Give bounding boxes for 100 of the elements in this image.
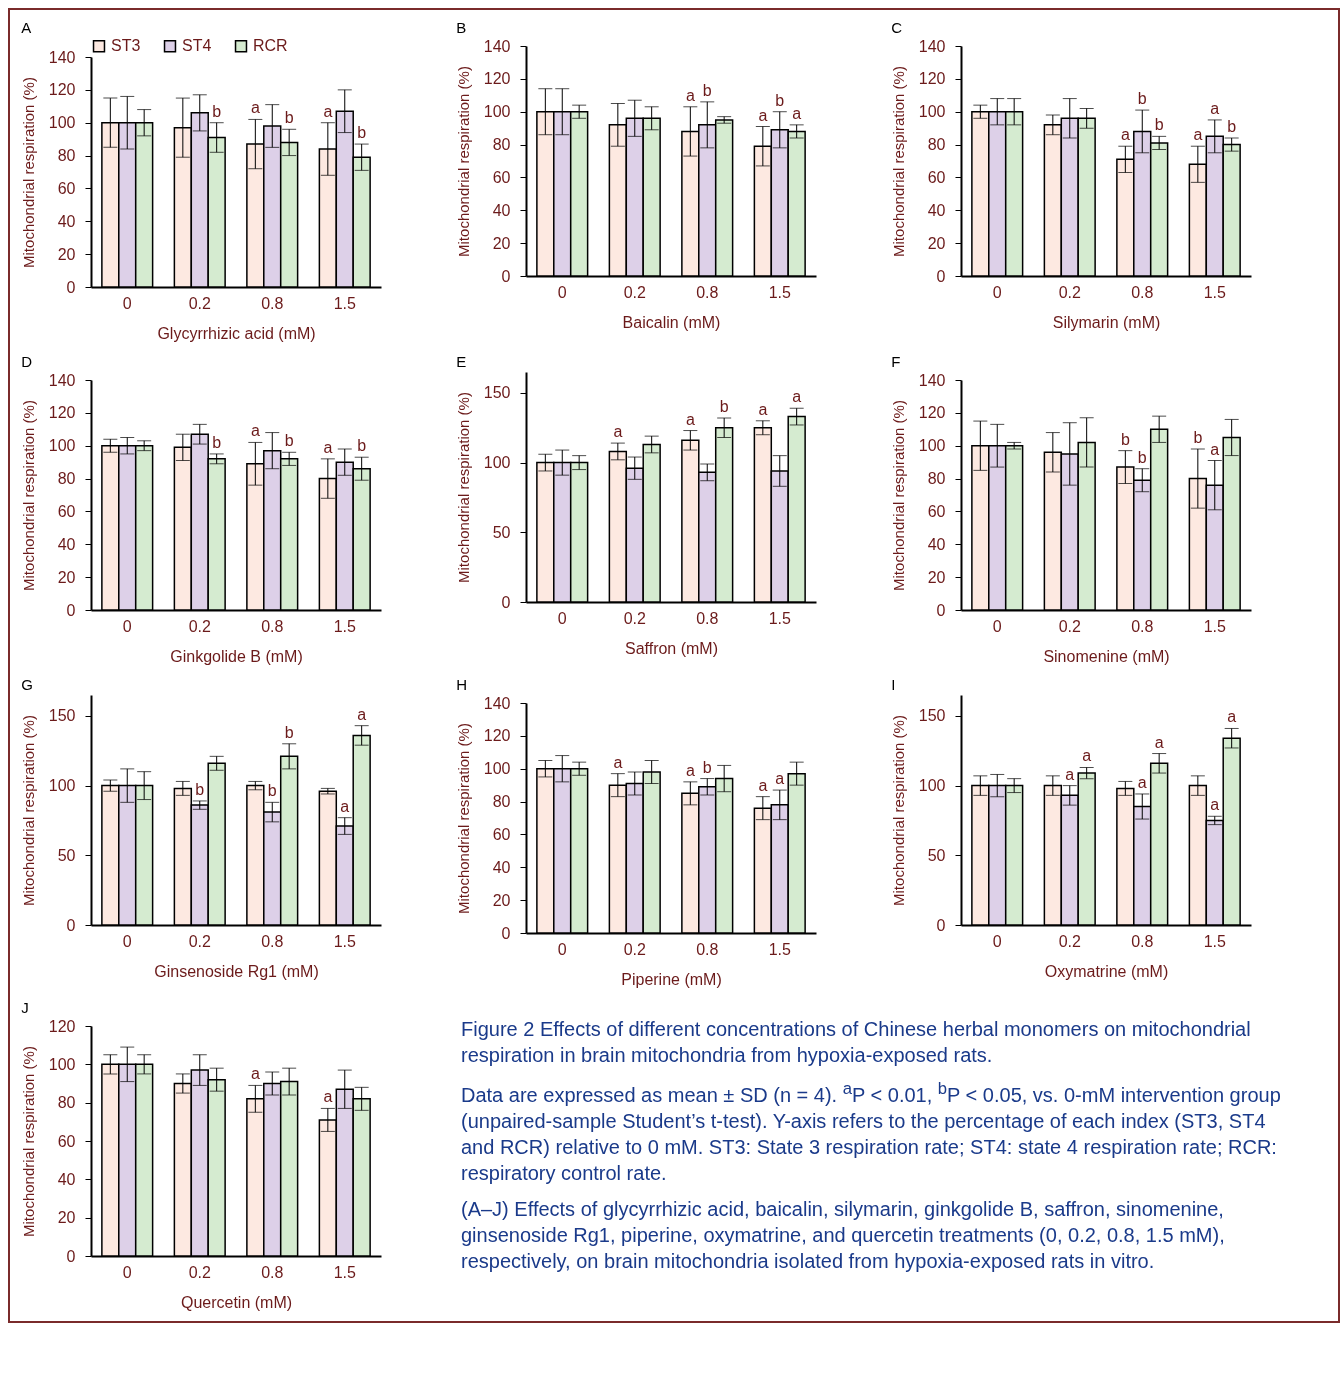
text: (A–J) Effects of glycyrrhizic acid, baicalin, silymarin, ginkgolide B, saffron, sinomenine, ginsenoside Rg1, piperine, oxymatrine, and quercetin treatments (0, 0.2, 0.8, 1.5 mM), respectively, on brain mitochondria isolated from hypoxia-exposed rats in vitro. bbox=[461, 1196, 1226, 1274]
data-label: a bbox=[613, 753, 623, 771]
chart-title: A bbox=[21, 19, 32, 36]
y-axis-title: Mitochondrial respiration (%) bbox=[19, 715, 37, 906]
data-label: a bbox=[613, 423, 623, 441]
y-tick-label: 80 bbox=[927, 136, 946, 154]
y-tick-label: 100 bbox=[48, 777, 76, 795]
y-tick-label: 100 bbox=[483, 454, 511, 472]
y-tick-label: 140 bbox=[483, 37, 511, 55]
data-label: a bbox=[758, 776, 768, 794]
x-axis-title: Glycyrrhizic acid (mM) bbox=[157, 324, 316, 342]
x-tick-label: 1.5 bbox=[1203, 932, 1226, 950]
x-tick-label: 0.8 bbox=[261, 617, 284, 635]
y-tick-label: 60 bbox=[927, 502, 946, 520]
y-tick-label: 20 bbox=[927, 234, 946, 252]
y-tick-label: 140 bbox=[918, 37, 946, 55]
data-label: b bbox=[284, 109, 294, 127]
y-tick-label: 120 bbox=[918, 404, 946, 422]
x-axis-title: Saffron (mM) bbox=[624, 639, 719, 657]
y-tick-label: 0 bbox=[936, 916, 946, 934]
y-tick-label: 60 bbox=[57, 179, 76, 197]
y-tick-label: 60 bbox=[57, 502, 76, 520]
data-label: a bbox=[775, 770, 785, 788]
x-tick-label: 0.8 bbox=[696, 283, 719, 301]
chart-title: E bbox=[456, 353, 467, 370]
x-axis-title: Silymarin (mM) bbox=[1052, 313, 1161, 331]
y-tick-label: 120 bbox=[483, 727, 511, 745]
y-tick-label: 20 bbox=[492, 234, 511, 252]
data-label: a bbox=[1137, 773, 1147, 791]
y-tick-label: 100 bbox=[483, 760, 511, 778]
y-tick-label: 80 bbox=[57, 147, 76, 165]
y-tick-label: 100 bbox=[48, 437, 76, 455]
y-tick-label: 150 bbox=[483, 384, 511, 402]
x-tick-label: 0 bbox=[992, 932, 1002, 950]
x-tick-label: 0.8 bbox=[696, 609, 719, 627]
legend-label: RCR bbox=[253, 37, 288, 55]
x-tick-label: 0.2 bbox=[188, 932, 211, 950]
y-tick-label: 20 bbox=[492, 891, 511, 909]
x-tick-label: 0.8 bbox=[1131, 283, 1154, 301]
x-tick-label: 0.8 bbox=[261, 932, 284, 950]
y-tick-label: 50 bbox=[927, 846, 946, 864]
y-tick-label: 100 bbox=[918, 437, 946, 455]
data-label: a bbox=[792, 104, 802, 122]
chart-title: G bbox=[21, 676, 33, 693]
x-tick-label: 0 bbox=[992, 283, 1002, 301]
y-tick-label: 40 bbox=[492, 201, 511, 219]
y-tick-label: 120 bbox=[48, 404, 76, 422]
y-tick-label: 40 bbox=[927, 535, 946, 553]
y-tick-label: 140 bbox=[918, 371, 946, 389]
data-label: a bbox=[685, 86, 695, 104]
data-label: b bbox=[212, 433, 222, 451]
y-tick-label: 80 bbox=[57, 1094, 76, 1112]
data-label: b bbox=[212, 102, 222, 120]
y-tick-label: 80 bbox=[492, 793, 511, 811]
y-axis-title: Mitochondrial respiration (%) bbox=[454, 723, 472, 914]
y-tick-label: 150 bbox=[918, 707, 946, 725]
y-axis-title: Mitochondrial respiration (%) bbox=[454, 392, 472, 583]
x-tick-label: 1.5 bbox=[333, 932, 356, 950]
x-tick-label: 1.5 bbox=[1203, 283, 1226, 301]
data-label: a bbox=[685, 761, 695, 779]
y-tick-label: 40 bbox=[927, 201, 946, 219]
data-label: b bbox=[357, 124, 367, 142]
x-tick-label: 0 bbox=[122, 932, 132, 950]
data-label: a bbox=[1210, 440, 1220, 458]
x-tick-label: 0.8 bbox=[261, 294, 284, 312]
y-tick-label: 100 bbox=[918, 103, 946, 121]
chart-title: B bbox=[456, 19, 467, 36]
y-tick-label: 40 bbox=[57, 1170, 76, 1188]
data-label: b bbox=[1137, 90, 1147, 108]
data-label: b bbox=[1193, 429, 1203, 446]
y-tick-label: 0 bbox=[501, 593, 511, 611]
y-tick-label: 40 bbox=[57, 535, 76, 553]
y-tick-label: 80 bbox=[57, 470, 76, 488]
y-tick-label: 80 bbox=[492, 136, 511, 154]
data-label: b bbox=[775, 91, 785, 109]
x-axis-title: Baicalin (mM) bbox=[622, 313, 721, 331]
data-label: b bbox=[719, 398, 729, 415]
y-axis-title: Mitochondrial respiration (%) bbox=[889, 400, 907, 591]
data-label: a bbox=[1210, 99, 1220, 117]
chart-title: F bbox=[891, 353, 901, 370]
x-tick-label: 1.5 bbox=[768, 283, 791, 301]
chart-title: J bbox=[21, 999, 29, 1016]
data-label: b bbox=[284, 723, 294, 741]
y-axis-title: Mitochondrial respiration (%) bbox=[19, 400, 37, 591]
data-label: b bbox=[284, 432, 294, 450]
data-label: a bbox=[758, 400, 768, 418]
y-tick-label: 140 bbox=[48, 371, 76, 389]
x-tick-label: 0.2 bbox=[1058, 283, 1081, 301]
text: Data are expressed as mean ± SD (n = 4). $^{a}$P < 0.01, $^{b}$P < 0.05, vs. 0-mM intervention group (unpaired-sample Student’s t-test). Y-axis refers to the percentage of each index (ST3, ST4 and RCR) relative to 0 mM. ST3: State 3 respiration rate; ST4: state 4 respiration rate; RCR: respiratory control rate. bbox=[461, 1078, 1282, 1186]
data-label: a bbox=[685, 410, 695, 428]
x-tick-label: 0.2 bbox=[188, 1263, 211, 1281]
y-tick-label: 40 bbox=[57, 212, 76, 230]
y-tick-label: 150 bbox=[48, 707, 76, 725]
x-tick-label: 0.8 bbox=[1131, 617, 1154, 635]
legend-label: ST4 bbox=[182, 37, 212, 55]
y-tick-label: 20 bbox=[57, 1209, 76, 1227]
y-tick-label: 100 bbox=[48, 114, 76, 132]
x-axis-title: Ginsenoside Rg1 (mM) bbox=[154, 962, 319, 980]
y-tick-label: 140 bbox=[48, 48, 76, 66]
data-label: b bbox=[267, 782, 277, 800]
